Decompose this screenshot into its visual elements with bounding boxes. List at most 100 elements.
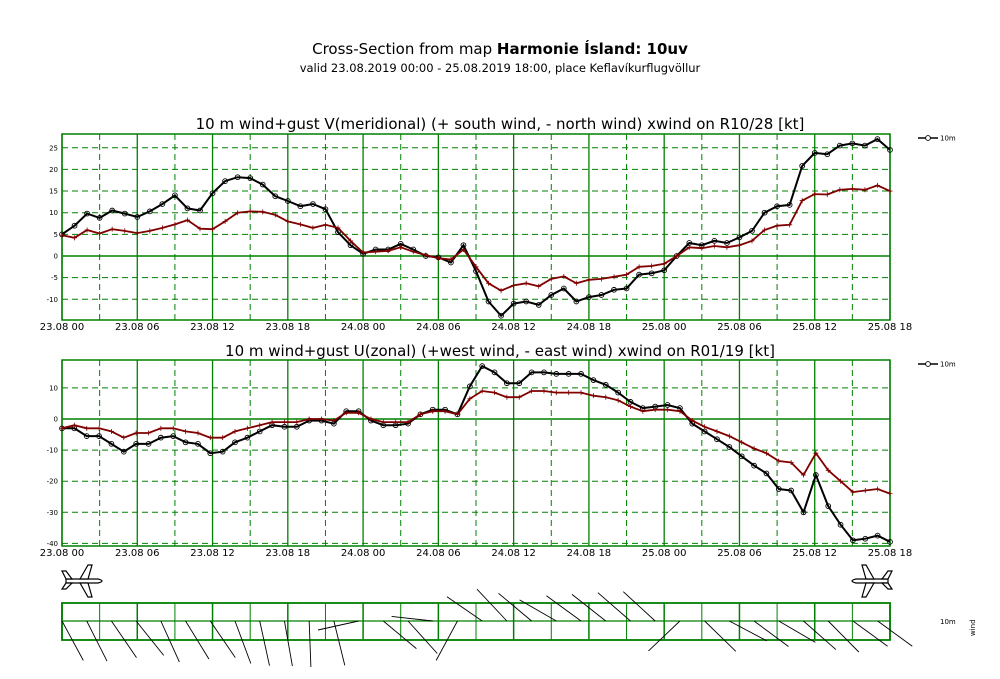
data-point — [615, 389, 621, 396]
data-point-xwind — [368, 416, 374, 422]
data-point — [71, 222, 78, 229]
wind-barb — [86, 620, 108, 662]
data-point-xwind — [183, 428, 189, 434]
data-point-xwind — [661, 261, 667, 267]
main-title-prefix: Cross-Section from map — [312, 40, 497, 58]
data-point — [158, 434, 164, 441]
data-point — [862, 535, 869, 542]
data-point — [120, 448, 127, 455]
data-point-xwind — [84, 425, 90, 431]
x-tick-label: 23.08 06 — [115, 322, 160, 333]
data-point — [498, 312, 504, 319]
data-point — [197, 207, 203, 214]
data-point-xwind — [195, 430, 201, 436]
wind-barb — [729, 620, 767, 642]
data-point-xwind — [430, 408, 436, 414]
y-tick-label: -10 — [47, 296, 58, 304]
plane-body — [65, 578, 103, 584]
data-point-xwind — [504, 394, 510, 400]
plane-body — [851, 578, 889, 584]
data-point-xwind — [405, 419, 411, 425]
data-point — [825, 503, 832, 509]
wind-barb — [383, 620, 417, 649]
series-line-xwind — [61, 390, 891, 495]
data-point-xwind — [109, 226, 115, 232]
data-point-xwind — [393, 419, 399, 425]
data-point — [207, 450, 214, 457]
data-point-xwind — [566, 390, 572, 396]
data-point-xwind — [356, 410, 362, 416]
data-point — [824, 151, 831, 158]
data-point-xwind — [774, 223, 780, 229]
data-point — [786, 202, 793, 208]
data-point-xwind — [578, 390, 584, 396]
wind-barb — [827, 620, 860, 653]
data-point-xwind — [724, 244, 730, 250]
y-tick-label: -20 — [47, 478, 58, 486]
data-point-xwind — [813, 450, 819, 456]
data-point-xwind — [590, 393, 596, 399]
data-point — [811, 150, 818, 156]
data-point-xwind — [269, 419, 275, 425]
data-point — [726, 444, 733, 450]
data-point-xwind — [541, 388, 547, 394]
data-point-xwind — [294, 419, 300, 425]
data-point — [749, 228, 755, 234]
data-point — [862, 142, 868, 149]
data-point-xwind — [849, 186, 855, 192]
wind-barb — [778, 620, 816, 643]
wind-barb — [571, 594, 607, 622]
data-point-xwind — [360, 250, 366, 256]
data-point-xwind — [874, 182, 880, 188]
data-point — [504, 380, 510, 387]
data-point — [590, 377, 597, 383]
data-point-xwind — [751, 446, 757, 452]
y-tick-label: 20 — [49, 166, 58, 174]
data-point — [598, 292, 605, 298]
data-point-xwind — [257, 422, 263, 428]
data-point-xwind — [322, 222, 328, 228]
data-point — [799, 163, 806, 169]
wind-barb — [546, 595, 582, 622]
panel-meridional: 10 m wind+gust V(meridional) (+ south wi… — [40, 115, 956, 333]
data-point-xwind — [627, 404, 633, 410]
data-point — [232, 439, 238, 446]
data-point — [548, 292, 555, 298]
data-point — [836, 142, 843, 149]
data-point — [874, 532, 881, 539]
data-point-xwind — [850, 489, 856, 495]
data-point-xwind — [726, 433, 732, 439]
data-point — [109, 207, 116, 214]
data-point-xwind — [59, 232, 65, 238]
data-point-xwind — [417, 411, 423, 417]
data-point-xwind — [220, 435, 226, 441]
data-point — [510, 300, 517, 307]
data-point-xwind — [260, 209, 266, 215]
data-point — [774, 203, 780, 210]
legend-label: 10m — [940, 135, 956, 143]
data-point — [222, 178, 228, 184]
x-tick-label: 24.08 06 — [416, 548, 461, 559]
data-point — [170, 433, 177, 439]
data-point-xwind — [222, 218, 228, 224]
data-point-xwind — [385, 248, 391, 254]
data-point — [108, 441, 115, 447]
data-point-xwind — [486, 280, 492, 286]
data-point-xwind — [454, 411, 460, 417]
wind-barb — [317, 620, 359, 631]
data-point-xwind — [380, 419, 386, 425]
wind-barb — [498, 592, 532, 622]
wind-barb — [284, 620, 293, 667]
x-tick-label: 25.08 00 — [642, 322, 687, 333]
data-point — [573, 298, 580, 305]
data-point — [553, 371, 560, 377]
data-point — [751, 462, 757, 469]
data-point — [775, 486, 782, 492]
data-point-xwind — [561, 273, 567, 279]
data-point-xwind — [674, 253, 680, 259]
y-tick-label: -5 — [51, 274, 58, 282]
data-point — [244, 434, 251, 441]
data-point-xwind — [59, 425, 65, 431]
x-tick-label: 25.08 12 — [792, 548, 837, 559]
data-point — [761, 209, 768, 216]
